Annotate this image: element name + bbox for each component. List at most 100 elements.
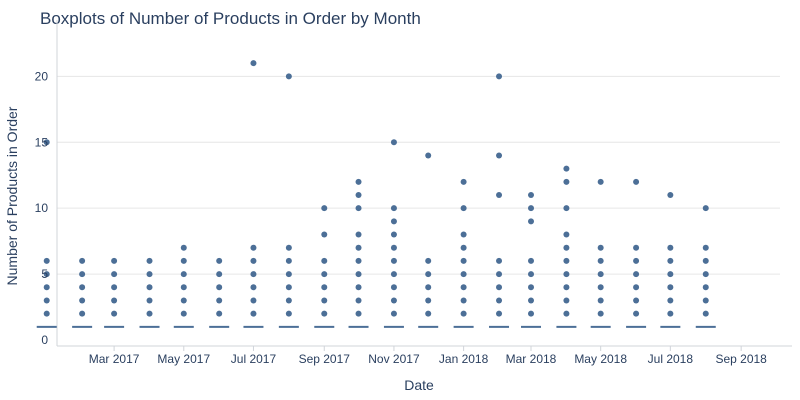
outlier-point <box>285 284 292 291</box>
outlier-point <box>667 297 674 304</box>
outlier-point <box>180 257 187 264</box>
outlier-point <box>285 297 292 304</box>
outlier-point <box>321 297 328 304</box>
outlier-point <box>285 310 292 317</box>
outlier-point <box>390 257 397 264</box>
outlier-point <box>216 271 223 278</box>
outlier-point <box>111 257 118 264</box>
outlier-point <box>146 310 153 317</box>
outlier-point <box>111 297 118 304</box>
outlier-point <box>321 271 328 278</box>
outlier-point <box>79 297 86 304</box>
outlier-point <box>597 244 604 251</box>
x-tick-label: Nov 2017 <box>368 352 420 366</box>
outlier-point <box>321 231 328 238</box>
outlier-point <box>111 310 118 317</box>
outlier-point <box>496 257 503 264</box>
outlier-point <box>146 271 153 278</box>
outlier-point <box>528 297 535 304</box>
outlier-point <box>528 284 535 291</box>
outlier-point <box>633 297 640 304</box>
x-tick-label: Jul 2018 <box>648 352 694 366</box>
outlier-point <box>597 297 604 304</box>
x-tick-label: Mar 2017 <box>89 352 140 366</box>
outlier-point <box>79 257 86 264</box>
outlier-point <box>496 297 503 304</box>
outlier-point <box>180 271 187 278</box>
outlier-point <box>250 244 257 251</box>
outlier-point <box>355 231 362 238</box>
outlier-point <box>390 231 397 238</box>
y-tick-label: 0 <box>41 333 48 347</box>
outlier-point <box>633 257 640 264</box>
y-tick-label: 5 <box>41 267 48 281</box>
outlier-point <box>667 310 674 317</box>
outlier-point <box>460 205 467 212</box>
outlier-point <box>355 244 362 251</box>
outlier-point <box>180 310 187 317</box>
outlier-point <box>702 284 709 291</box>
outlier-point <box>43 271 50 278</box>
outlier-point <box>390 310 397 317</box>
outlier-point <box>702 297 709 304</box>
outlier-point <box>597 178 604 185</box>
outlier-point <box>390 139 397 146</box>
x-tick-label: Mar 2018 <box>506 352 557 366</box>
outlier-point <box>460 244 467 251</box>
outlier-point <box>250 284 257 291</box>
outlier-points <box>43 60 709 317</box>
axes <box>56 20 792 351</box>
y-axis-title: Number of Products in Order <box>4 106 20 285</box>
outlier-point <box>390 244 397 251</box>
outlier-point <box>702 244 709 251</box>
outlier-point <box>79 271 86 278</box>
x-tick-label: Jan 2018 <box>439 352 489 366</box>
outlier-point <box>528 310 535 317</box>
outlier-point <box>285 257 292 264</box>
outlier-point <box>250 257 257 264</box>
outlier-point <box>79 284 86 291</box>
outlier-point <box>216 257 223 264</box>
outlier-point <box>563 271 570 278</box>
outlier-point <box>496 284 503 291</box>
outlier-point <box>563 205 570 212</box>
outlier-point <box>563 231 570 238</box>
outlier-point <box>597 310 604 317</box>
grid-lines <box>57 75 780 275</box>
outlier-point <box>496 152 503 159</box>
outlier-point <box>43 284 50 291</box>
x-tick-label: Sep 2017 <box>299 352 351 366</box>
y-tick-label: 10 <box>35 201 49 215</box>
outlier-point <box>667 284 674 291</box>
outlier-point <box>250 271 257 278</box>
x-tick-label: Jul 2017 <box>231 352 277 366</box>
outlier-point <box>460 310 467 317</box>
outlier-point <box>633 244 640 251</box>
outlier-point <box>355 257 362 264</box>
tick-labels: 0 5 10 15 20 Mar 2017 May 2017 Jul 2017 Sep 2017… <box>35 69 768 366</box>
outlier-point <box>390 271 397 278</box>
outlier-point <box>460 284 467 291</box>
outlier-point <box>146 284 153 291</box>
outlier-point <box>633 284 640 291</box>
outlier-point <box>425 152 432 159</box>
outlier-point <box>528 257 535 264</box>
outlier-point <box>633 178 640 185</box>
outlier-point <box>216 284 223 291</box>
outlier-point <box>425 271 432 278</box>
outlier-point <box>563 178 570 185</box>
outlier-point <box>460 297 467 304</box>
outlier-point <box>702 257 709 264</box>
outlier-point <box>460 231 467 238</box>
outlier-point <box>496 73 503 80</box>
outlier-point <box>667 192 674 198</box>
outlier-point <box>216 297 223 304</box>
outlier-point <box>111 284 118 291</box>
outlier-point <box>460 257 467 264</box>
outlier-point <box>528 218 535 225</box>
outlier-point <box>460 271 467 278</box>
outlier-point <box>146 297 153 304</box>
outlier-point <box>390 284 397 291</box>
outlier-point <box>43 139 50 146</box>
